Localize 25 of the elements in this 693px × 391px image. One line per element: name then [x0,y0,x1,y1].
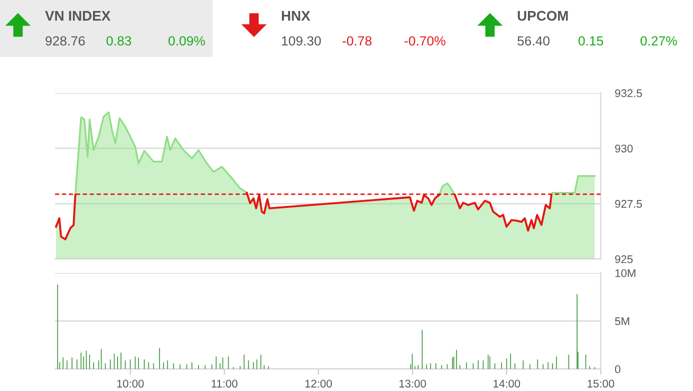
x-tick-label: 14:00 [494,380,520,388]
x-tick-label: 10:00 [117,380,144,388]
y-tick-label: 5M [615,317,630,326]
y-tick-label: 927.5 [615,200,642,208]
x-tick-label: 11:00 [212,380,238,388]
text: -0.70% [404,36,446,46]
text: 0.09% [168,36,205,46]
x-tick-label: 12:00 [305,380,332,388]
x-tick-label: 13:00 [399,380,426,388]
y-tick-label: 932.5 [615,89,642,98]
text: 109.30 [282,36,321,46]
x-tick-label: 15:00 [588,380,614,388]
text: 0.27% [640,36,677,46]
text: UPCOM [518,10,568,21]
y-tick-label: 925 [615,255,633,264]
text: VN INDEX [45,11,110,21]
text: 0.83 [106,36,132,46]
y-tick-label: 10M [615,269,636,278]
text: HNX [282,11,310,21]
y-tick-label: 0 [615,365,620,374]
text: 56.40 [518,36,550,46]
text: 928.76 [46,36,85,46]
y-tick-label: 930 [615,144,633,152]
text: -0.78 [342,36,372,46]
text: 0.15 [578,36,604,46]
